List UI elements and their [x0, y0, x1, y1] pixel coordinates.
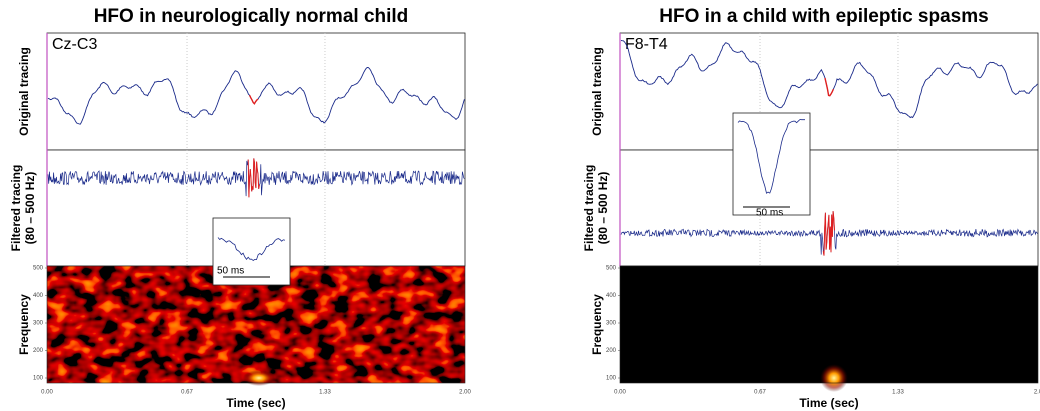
spike-highlight	[248, 94, 259, 105]
inset	[212, 217, 291, 286]
frequency-label: Frequency	[17, 294, 31, 355]
y-tick-label: 400	[606, 293, 617, 299]
y-tick-label: 300	[606, 321, 617, 327]
hfo-highlight	[247, 158, 260, 198]
x-tick-label: 0.67	[754, 390, 766, 396]
filtered-label: Filtered tracing	[582, 165, 596, 252]
original-label: Original tracing	[590, 47, 604, 136]
original-plot	[46, 32, 466, 151]
y-tick-label: 100	[33, 376, 44, 382]
x-axis-label: Time (sec)	[226, 396, 285, 410]
y-tick-label: 500	[606, 266, 617, 272]
inset-scale: 50 ms	[217, 266, 244, 277]
x-tick-label: 1.33	[319, 390, 331, 396]
filtered-plot	[619, 149, 1039, 267]
y-tick-label: 400	[33, 293, 44, 299]
original-plot	[619, 32, 1039, 151]
spectrogram	[620, 266, 1038, 383]
hot-spot	[820, 364, 848, 392]
original-label: Original tracing	[17, 47, 31, 136]
hfo-highlight	[822, 211, 835, 256]
x-tick-label: 2.00	[459, 390, 471, 396]
x-tick-label: 0.00	[614, 390, 626, 396]
inset-trace	[217, 237, 286, 262]
filtered-label: Filtered tracing	[9, 165, 23, 252]
x-tick-label: 1.33	[892, 390, 904, 396]
x-axis-label: Time (sec)	[799, 396, 858, 410]
y-tick-label: 500	[33, 266, 44, 272]
filtered-label: (80 – 500 Hz)	[596, 172, 610, 245]
inset	[732, 112, 811, 216]
x-tick-label: 0.00	[41, 390, 53, 396]
channel-label: F8-T4	[625, 36, 668, 53]
frequency-label: Frequency	[590, 294, 604, 355]
y-tick-label: 300	[33, 321, 44, 327]
x-tick-label: 2.0	[1034, 390, 1040, 396]
panel-title: HFO in neurologically normal child	[94, 6, 409, 27]
inset-scale: 50 ms	[756, 208, 783, 219]
y-tick-label: 200	[606, 348, 617, 354]
inset-trace	[737, 119, 806, 194]
spectrogram-texture	[47, 266, 465, 383]
y-tick-label: 200	[33, 348, 44, 354]
hot-spot	[242, 370, 275, 386]
spectrogram-border	[619, 265, 1039, 384]
channel-label: Cz-C3	[52, 36, 97, 53]
spike-highlight	[824, 77, 835, 97]
panel-title: HFO in a child with epileptic spasms	[659, 6, 988, 27]
filtered-label: (80 – 500 Hz)	[23, 172, 37, 245]
y-tick-label: 100	[606, 376, 617, 382]
x-tick-label: 0.67	[181, 390, 193, 396]
